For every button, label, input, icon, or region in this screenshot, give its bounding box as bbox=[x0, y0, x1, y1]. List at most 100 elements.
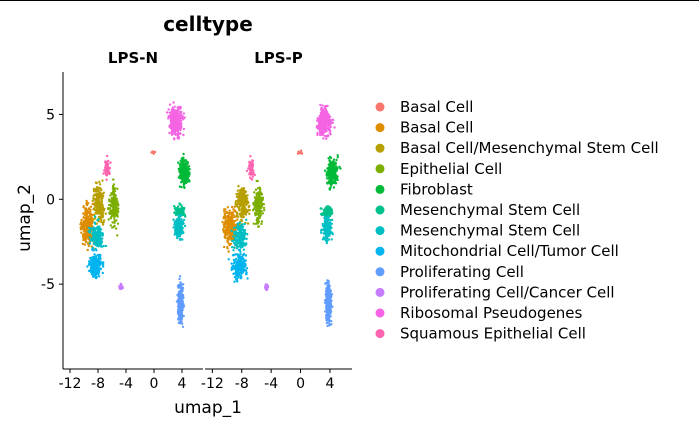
point bbox=[249, 166, 252, 170]
point bbox=[326, 239, 329, 243]
point bbox=[242, 270, 245, 273]
point bbox=[110, 196, 114, 200]
point bbox=[178, 163, 182, 166]
point bbox=[326, 209, 329, 213]
point bbox=[93, 257, 97, 261]
point bbox=[110, 203, 113, 206]
point bbox=[81, 242, 85, 246]
point bbox=[119, 282, 123, 286]
point bbox=[178, 234, 182, 238]
top-border bbox=[0, 0, 699, 1]
point bbox=[249, 155, 252, 158]
point bbox=[83, 243, 87, 246]
point bbox=[105, 160, 108, 164]
point bbox=[319, 114, 323, 117]
point bbox=[101, 205, 104, 208]
point bbox=[90, 273, 94, 276]
point bbox=[242, 187, 246, 190]
point bbox=[245, 202, 248, 205]
point bbox=[237, 248, 241, 252]
point bbox=[251, 175, 254, 178]
point bbox=[177, 161, 180, 164]
point bbox=[176, 224, 179, 227]
x-tick-label: -8 bbox=[235, 376, 249, 392]
point bbox=[106, 170, 110, 173]
point bbox=[97, 192, 101, 196]
point bbox=[119, 286, 122, 289]
point bbox=[265, 287, 268, 290]
point bbox=[243, 244, 246, 247]
point bbox=[85, 223, 88, 226]
point bbox=[244, 254, 248, 257]
point bbox=[329, 227, 332, 230]
x-tick-label: 0 bbox=[296, 376, 305, 392]
point bbox=[263, 209, 266, 212]
point bbox=[329, 184, 333, 187]
point bbox=[332, 186, 336, 189]
point bbox=[116, 207, 119, 211]
point bbox=[245, 218, 248, 221]
point bbox=[99, 260, 102, 263]
point bbox=[117, 204, 120, 207]
point bbox=[236, 203, 239, 206]
point bbox=[97, 260, 100, 263]
point bbox=[181, 226, 184, 230]
point bbox=[259, 188, 262, 191]
point bbox=[102, 191, 106, 194]
point bbox=[226, 245, 229, 249]
point bbox=[228, 231, 231, 234]
point bbox=[329, 310, 332, 314]
point bbox=[323, 117, 326, 121]
point bbox=[326, 134, 330, 137]
point bbox=[252, 222, 255, 225]
point bbox=[241, 216, 244, 219]
point bbox=[86, 215, 89, 218]
point bbox=[178, 305, 182, 309]
point bbox=[175, 129, 178, 132]
legend-key bbox=[375, 164, 385, 174]
point bbox=[328, 155, 332, 159]
point bbox=[182, 112, 185, 115]
point bbox=[226, 230, 229, 234]
point bbox=[261, 196, 265, 200]
point bbox=[184, 181, 187, 185]
point bbox=[260, 192, 263, 196]
point bbox=[226, 206, 230, 209]
point bbox=[235, 247, 239, 250]
point bbox=[110, 214, 114, 218]
point bbox=[95, 239, 99, 243]
point bbox=[239, 200, 242, 204]
x-tick-label: 0 bbox=[150, 376, 159, 392]
point bbox=[326, 303, 329, 307]
point bbox=[153, 150, 157, 154]
point bbox=[325, 174, 329, 177]
point bbox=[237, 254, 240, 258]
point bbox=[108, 198, 111, 202]
point bbox=[243, 197, 247, 200]
point bbox=[223, 210, 226, 213]
point bbox=[113, 198, 117, 201]
point bbox=[240, 187, 244, 191]
point bbox=[330, 178, 333, 181]
point bbox=[224, 215, 228, 218]
point bbox=[96, 227, 99, 230]
point bbox=[245, 267, 249, 270]
facet-label: LPS-P bbox=[254, 49, 303, 67]
point bbox=[97, 186, 101, 189]
point bbox=[86, 219, 89, 222]
point bbox=[231, 211, 234, 214]
point bbox=[100, 198, 103, 201]
legend-label: Basal Cell/Mesenchymal Stem Cell bbox=[400, 139, 659, 157]
point bbox=[178, 283, 181, 287]
legend-label: Mesenchymal Stem Cell bbox=[400, 201, 580, 219]
point bbox=[326, 221, 329, 224]
point bbox=[172, 218, 175, 221]
point bbox=[100, 245, 104, 248]
point bbox=[233, 246, 236, 249]
point bbox=[329, 166, 333, 169]
point bbox=[176, 119, 179, 122]
point bbox=[238, 230, 242, 234]
point bbox=[330, 238, 333, 241]
point bbox=[113, 209, 116, 212]
point bbox=[238, 239, 242, 242]
